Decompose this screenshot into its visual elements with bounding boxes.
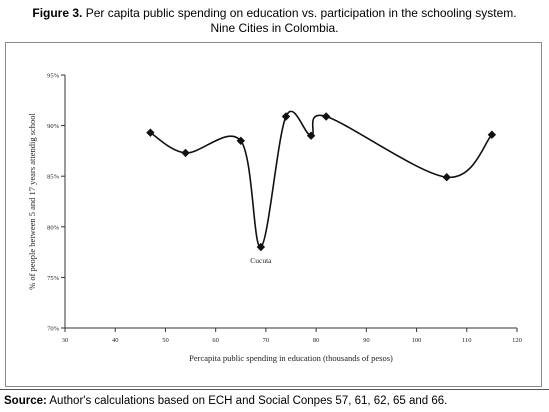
- y-tick-label: 70%: [47, 326, 60, 333]
- figure-title: Figure 3. Per capita public spending on …: [0, 6, 549, 36]
- x-tick-label: 80: [313, 337, 320, 344]
- axes: [64, 75, 517, 329]
- x-tick-label: 90: [363, 337, 370, 344]
- x-tick-label: 60: [212, 337, 219, 344]
- figure-title-line1: Figure 3. Per capita public spending on …: [0, 6, 549, 21]
- series-line: [149, 110, 493, 248]
- source-note: Source: Author's calculations based on E…: [4, 394, 447, 408]
- y-tick-label: 80%: [47, 224, 60, 231]
- data-point: [321, 112, 331, 121]
- chart-frame: [5, 42, 542, 387]
- y-tick-label: 75%: [47, 275, 60, 282]
- x-axis-label: Percapita public spending in education (…: [189, 353, 393, 363]
- y-axis-label: % of people between 5 and 17 years atten…: [27, 112, 37, 289]
- y-tick-label: 90%: [47, 123, 60, 130]
- ticks: 70% 75% 80% 85% 90% 95% 30 40 50 60 70 80 90 100 110 12…: [47, 73, 522, 345]
- y-tick-label: 85%: [47, 174, 60, 181]
- data-point: [146, 128, 155, 137]
- figure-title-text: Per capita public spending on education …: [82, 6, 517, 20]
- x-tick-label: 70: [263, 337, 270, 344]
- footer-rule: [0, 389, 549, 390]
- point-annotation: Cucuta: [250, 256, 272, 265]
- x-tick-label: 120: [512, 337, 522, 344]
- data-point: [256, 242, 266, 252]
- x-tick-label: 50: [162, 337, 169, 344]
- figure-label: Figure 3.: [32, 6, 83, 20]
- x-tick-label: 30: [62, 337, 69, 344]
- data-point: [306, 131, 316, 140]
- x-tick-label: 40: [112, 337, 119, 344]
- axis-labels: Percapita public spending in education (…: [27, 112, 393, 363]
- data-point: [442, 173, 451, 182]
- data-point: [281, 112, 291, 121]
- source-label: Source:: [4, 395, 47, 407]
- series: Cucuta: [146, 110, 497, 265]
- x-tick-label: 110: [462, 337, 472, 344]
- data-point: [236, 136, 245, 145]
- data-point: [487, 130, 497, 139]
- source-text: Author's calculations based on ECH and S…: [46, 395, 448, 407]
- x-tick-label: 100: [412, 337, 422, 344]
- figure-title-line2: Nine Cities in Colombia.: [210, 21, 339, 35]
- y-tick-label: 95%: [47, 73, 60, 80]
- data-point: [181, 148, 190, 158]
